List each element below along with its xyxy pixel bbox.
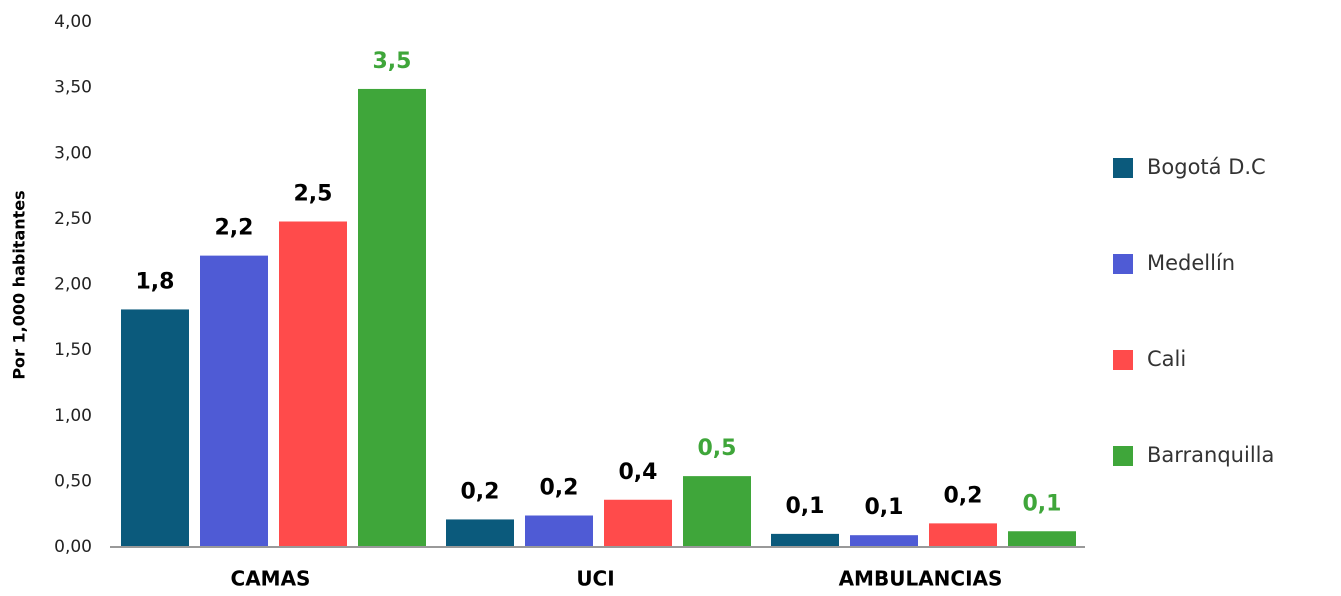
y-tick-label: 0,50 (54, 471, 92, 491)
y-tick-label: 4,00 (54, 12, 92, 32)
y-tick-label: 0,00 (54, 537, 92, 557)
bar (771, 533, 839, 547)
y-tick-label: 2,50 (54, 209, 92, 229)
value-label: 0,4 (619, 460, 658, 485)
legend-label: Medellín (1147, 251, 1235, 275)
bar (358, 88, 426, 547)
bar (121, 309, 189, 547)
bar (525, 515, 593, 547)
x-tick-label: AMBULANCIAS (839, 567, 1003, 591)
value-label: 0,5 (698, 436, 737, 461)
bar (929, 523, 997, 547)
bar (200, 255, 268, 547)
bar (1008, 531, 1076, 547)
y-tick-label: 3,50 (54, 78, 92, 98)
bar (446, 519, 514, 547)
legend-swatch (1113, 158, 1133, 178)
x-tick-label: CAMAS (231, 567, 311, 591)
bar (850, 535, 918, 547)
value-label: 0,1 (865, 495, 904, 520)
value-label: 1,8 (136, 269, 175, 294)
value-label: 0,1 (1023, 491, 1062, 516)
value-label: 2,5 (294, 182, 333, 207)
bar (604, 499, 672, 547)
value-label: 2,2 (215, 216, 254, 241)
value-label: 0,2 (461, 479, 500, 504)
legend-label: Bogotá D.C (1147, 155, 1266, 179)
legend-label: Barranquilla (1147, 443, 1274, 467)
bar (279, 221, 347, 547)
legend-label: Cali (1147, 347, 1186, 371)
y-tick-label: 3,00 (54, 143, 92, 163)
y-tick-label: 1,00 (54, 406, 92, 426)
value-label: 0,1 (786, 494, 825, 519)
value-label: 3,5 (373, 49, 412, 74)
x-tick-label: UCI (576, 567, 614, 591)
legend-swatch (1113, 350, 1133, 370)
y-axis-label: Por 1,000 habitantes (10, 190, 29, 379)
legend-swatch (1113, 446, 1133, 466)
legend-swatch (1113, 254, 1133, 274)
y-tick-label: 1,50 (54, 340, 92, 360)
y-tick-label: 2,00 (54, 275, 92, 295)
value-label: 0,2 (540, 476, 579, 501)
value-label: 0,2 (944, 483, 983, 508)
bar (683, 476, 751, 547)
